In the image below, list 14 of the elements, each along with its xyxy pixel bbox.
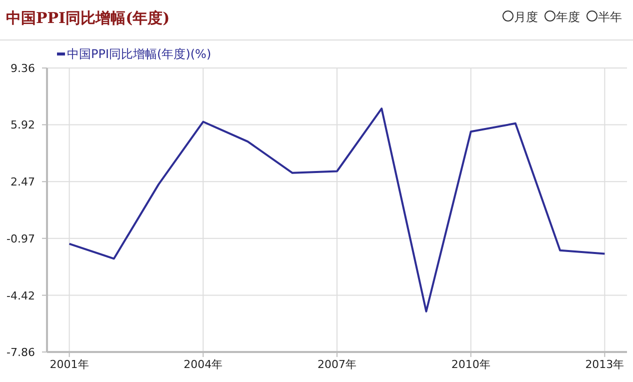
y-tick-label: 9.36 bbox=[10, 62, 35, 75]
legend-label: 中国PPI同比增幅(年度)(%) bbox=[67, 47, 212, 61]
x-tick-label: 2013年 bbox=[585, 358, 624, 371]
y-tick-label: 5.92 bbox=[10, 118, 35, 132]
y-tick-label: -0.97 bbox=[6, 232, 35, 246]
y-tick-label: -7.86 bbox=[6, 346, 35, 359]
x-tick-label: 2007年 bbox=[318, 358, 356, 371]
line-series bbox=[68, 108, 606, 312]
x-tick-label: 2010年 bbox=[451, 358, 490, 371]
y-tick-label: -4.42 bbox=[6, 289, 35, 302]
x-tick-label: 2004年 bbox=[184, 358, 223, 371]
x-tick-label: 2001年 bbox=[50, 358, 89, 371]
chart-title: 中国PPI同比增幅(年度) bbox=[6, 9, 170, 27]
y-tick-label: 2.47 bbox=[10, 176, 35, 189]
